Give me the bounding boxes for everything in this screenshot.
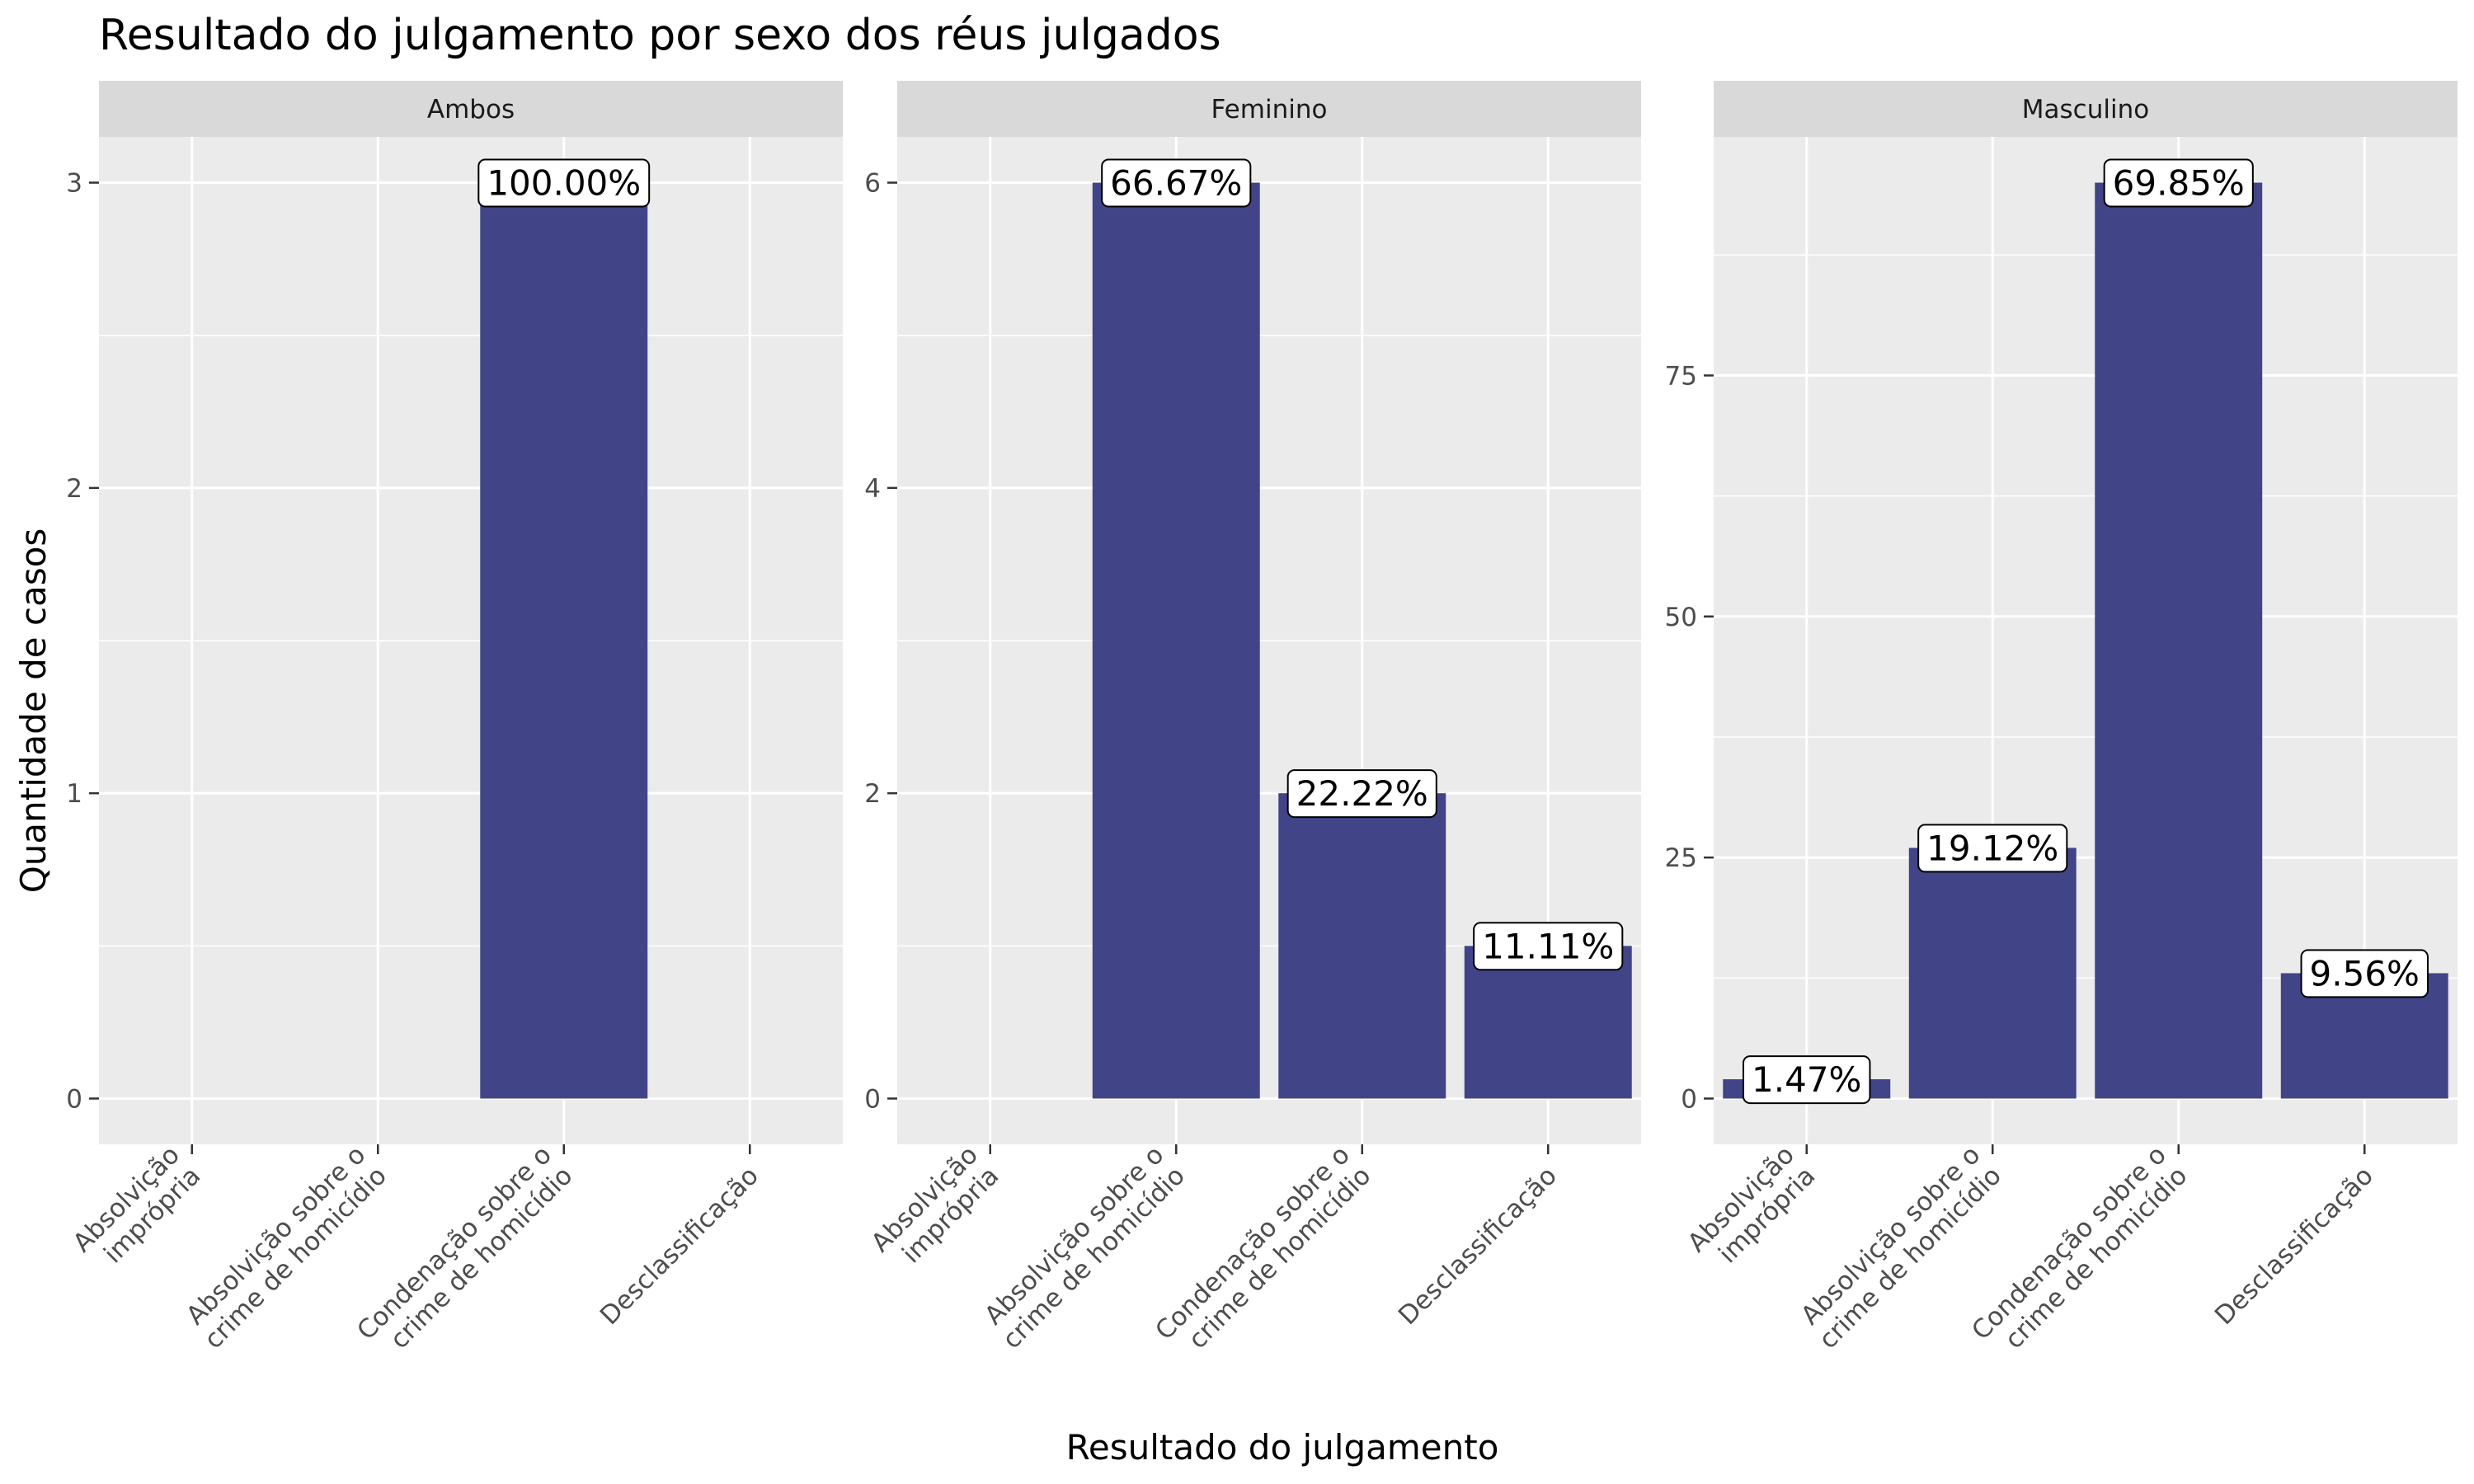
facet-ambos: Ambos100.00%0123AbsolviçãoimprópriaAbsol…	[66, 81, 843, 1367]
x-tick-label: Condenação sobre ocrime de homicídio	[1150, 1140, 1376, 1367]
y-tick-label: 1	[66, 779, 82, 809]
y-tick-label: 4	[864, 474, 881, 504]
x-tick-label: Desclassificação	[595, 1161, 764, 1331]
x-tick-label: Desclassificação	[2209, 1161, 2379, 1331]
data-label-box	[477, 158, 651, 208]
y-tick-label: 6	[864, 169, 881, 199]
chart-title: Resultado do julgamento por sexo dos réu…	[99, 11, 1221, 60]
y-tick-label: 2	[864, 779, 881, 809]
x-tick-label: Absolviçãoimprópria	[866, 1140, 1005, 1280]
data-label-box	[2103, 158, 2254, 208]
x-tick-label: Desclassificação	[1393, 1161, 1563, 1331]
x-tick-label: Condenação sobre ocrime de homicídio	[351, 1140, 578, 1367]
data-label-masculino-4: 9.56%	[2300, 949, 2429, 998]
data-label-box	[1473, 922, 1624, 971]
y-axis-title: Quantidade de casos	[13, 528, 54, 894]
bar-feminino-desclassificacao	[1464, 946, 1632, 1099]
facet-strip-label: Feminino	[1211, 95, 1328, 124]
y-tick-label: 0	[66, 1084, 82, 1114]
data-label-ambos-3: 100.00%	[477, 158, 651, 208]
data-label-text: 22.22%	[1296, 773, 1428, 814]
data-label-text: 1.47%	[1752, 1059, 1861, 1100]
data-label-masculino-3: 69.85%	[2103, 158, 2254, 208]
data-label-text: 66.67%	[1110, 163, 1242, 204]
y-tick-label: 25	[1665, 843, 1697, 873]
data-label-box	[1917, 824, 2068, 873]
data-label-box	[1743, 1055, 1871, 1105]
data-label-feminino-2: 66.67%	[1101, 158, 1252, 208]
x-tick-label: Condenação sobre ocrime de homicídio	[1966, 1140, 2193, 1367]
bar-masculino-condenacao-sobre-o-crime-de-homicidio	[2095, 182, 2263, 1099]
data-label-text: 11.11%	[1482, 926, 1614, 966]
facet-strip-label: Masculino	[2022, 95, 2149, 124]
y-tick-label: 0	[1681, 1084, 1697, 1114]
data-label-feminino-3: 22.22%	[1286, 769, 1437, 819]
data-label-feminino-4: 11.11%	[1473, 922, 1624, 971]
y-tick-label: 75	[1665, 361, 1697, 391]
y-tick-label: 50	[1665, 603, 1697, 632]
x-axis-title: Resultado do julgamento	[1066, 1427, 1499, 1468]
facet-masculino: Masculino 1.47% 19.12% 69.85% 9.56% 0 25 50 75 Ab…	[1665, 81, 2458, 1367]
data-label-text: 100.00%	[487, 163, 641, 204]
bar-feminino-absolvicao-sobre-o-crime-de-homicidio	[1092, 182, 1260, 1099]
y-tick-label: 2	[66, 474, 82, 504]
data-label-text: 9.56%	[2310, 953, 2420, 993]
facet-strip-ambos	[99, 81, 843, 137]
facet-panels: Ambos 100.00% 0 1 2 3 Absolviçãoimprópria Absol…	[66, 81, 2458, 1367]
data-label-box	[1286, 769, 1437, 819]
facet-strip-masculino	[1714, 81, 2458, 137]
data-label-masculino-2: 19.12%	[1917, 824, 2068, 873]
data-label-box	[1101, 158, 1252, 208]
data-label-text: 19.12%	[1926, 828, 2058, 868]
facet-strip-label: Ambos	[427, 95, 515, 124]
bar-masculino-absolvicao-sobre-o-crime-de-homicidio	[1908, 848, 2077, 1099]
y-tick-label: 3	[66, 169, 82, 199]
data-label-box	[2300, 949, 2429, 998]
data-label-masculino-1: 1.47%	[1743, 1055, 1871, 1105]
x-tick-label: Absolviçãoimprópria	[68, 1140, 207, 1280]
bar-ambos-condenacao-sobre-o-crime-de-homicidio	[480, 182, 648, 1099]
x-tick-label: Absolviçãoimprópria	[1682, 1140, 1822, 1280]
facet-strip-feminino	[897, 81, 1641, 137]
data-label-text: 69.85%	[2113, 163, 2245, 204]
facet-feminino: Feminino 66.67% 22.22% 11.11% 0 2 4 6 Absolvição…	[864, 81, 1641, 1367]
bar-feminino-condenacao-sobre-o-crime-de-homicidio	[1278, 793, 1446, 1099]
y-tick-label: 0	[864, 1084, 881, 1114]
